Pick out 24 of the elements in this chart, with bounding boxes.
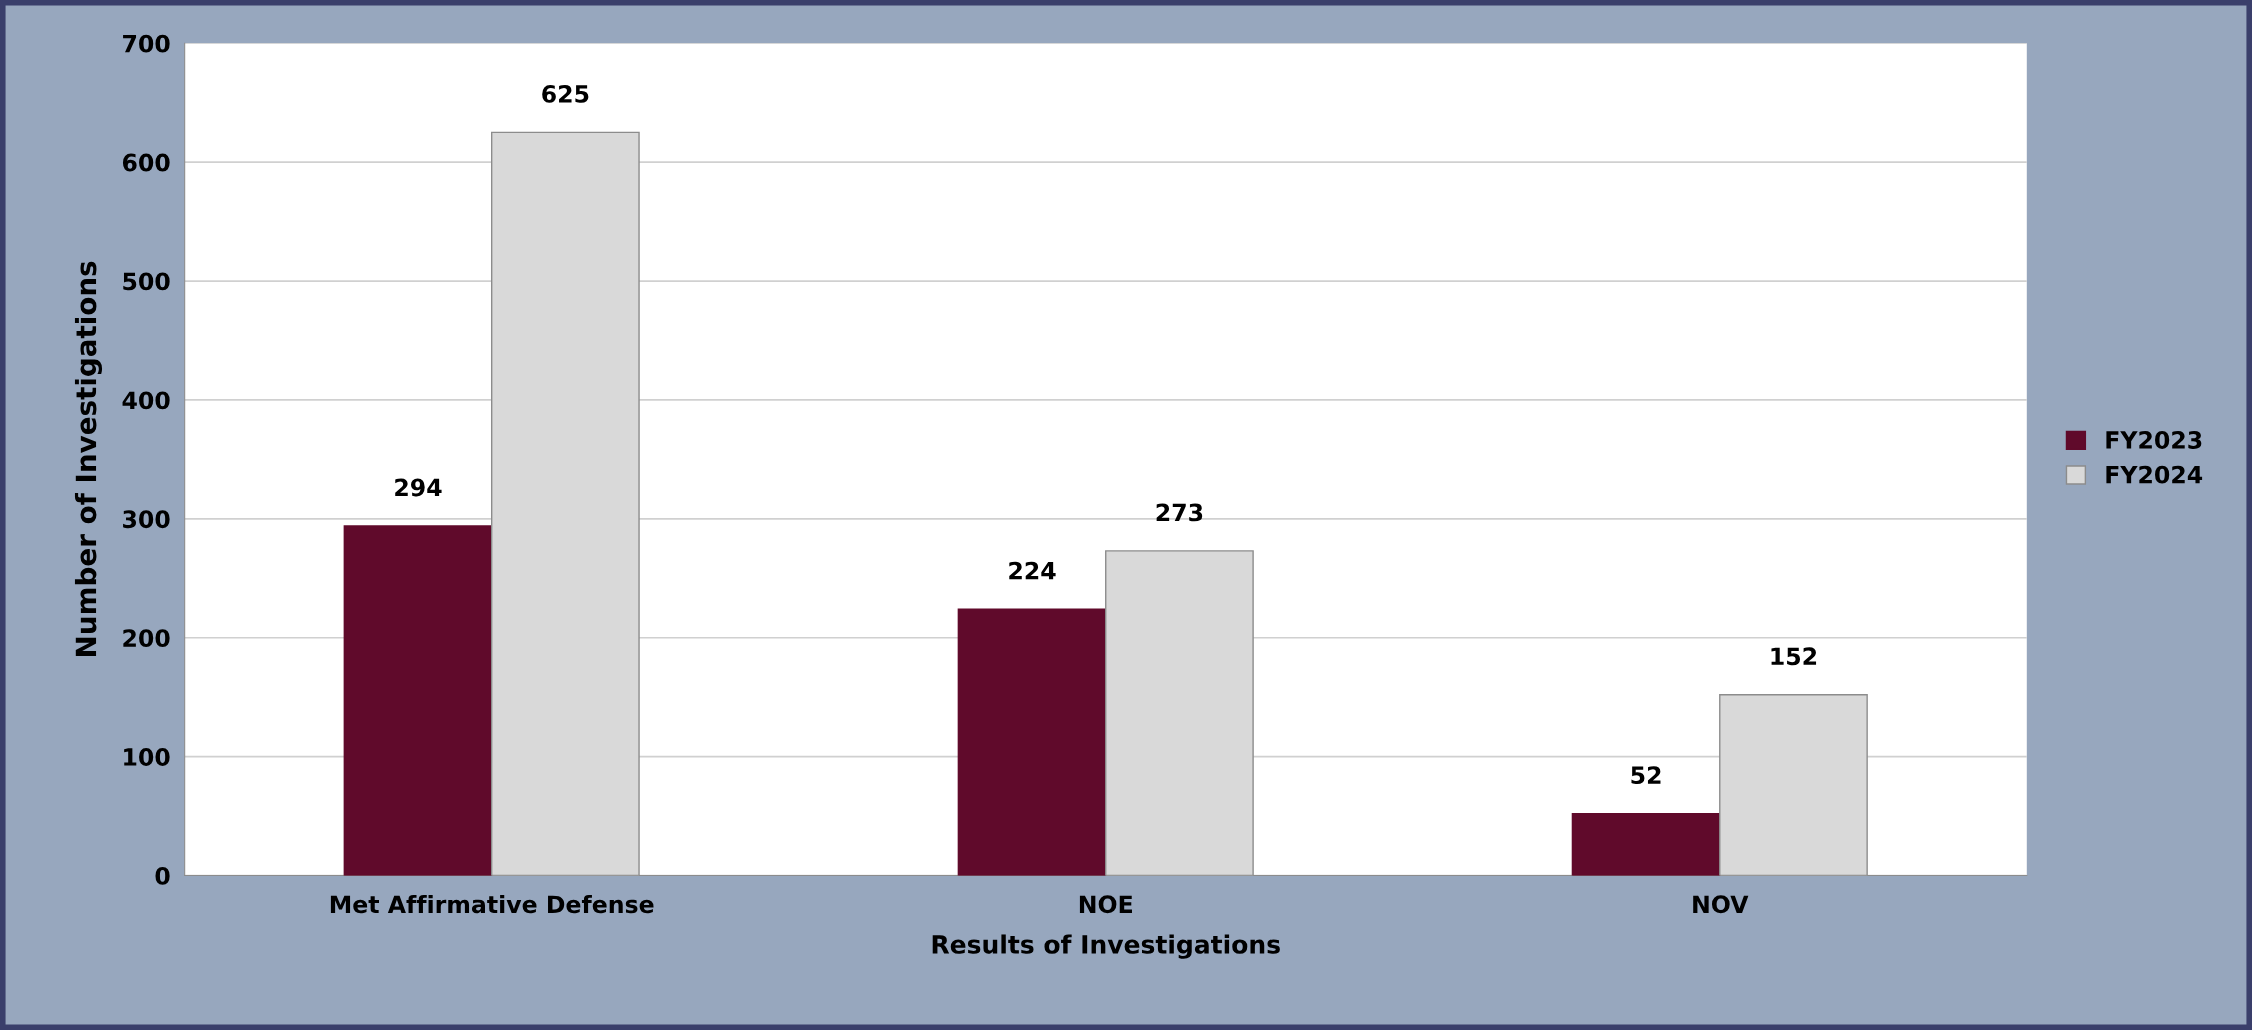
bar — [957, 608, 1107, 876]
x-tick-label: NOV — [1693, 895, 1749, 914]
data-label: 625 — [542, 84, 589, 103]
bar — [343, 525, 493, 876]
y-tick-label: 100 — [124, 748, 170, 766]
x-tick-label: NOE — [1079, 895, 1132, 914]
y-axis-title: Number of Investigations — [74, 261, 103, 656]
legend-label: FY2024 — [2106, 465, 2203, 484]
y-tick-label: 400 — [122, 391, 170, 410]
legend-label: FY2023 — [2106, 431, 2202, 449]
bar — [1571, 812, 1721, 876]
y-tick-label: 700 — [123, 34, 170, 53]
x-tick-label: Met Affirmative Defense — [330, 894, 654, 914]
data-label: 273 — [1156, 503, 1203, 522]
y-tick-label: 200 — [123, 629, 170, 648]
y-tick-label: 600 — [122, 153, 170, 172]
y-tick-label: 500 — [123, 272, 170, 291]
data-label: 224 — [1009, 561, 1056, 580]
y-tick-label: 0 — [155, 866, 170, 885]
data-label: 52 — [1631, 766, 1661, 785]
data-label: 294 — [395, 478, 442, 497]
y-tick-label: 300 — [123, 510, 170, 529]
x-axis-title: Results of Investigations — [932, 934, 1280, 959]
data-label: 152 — [1771, 647, 1817, 666]
